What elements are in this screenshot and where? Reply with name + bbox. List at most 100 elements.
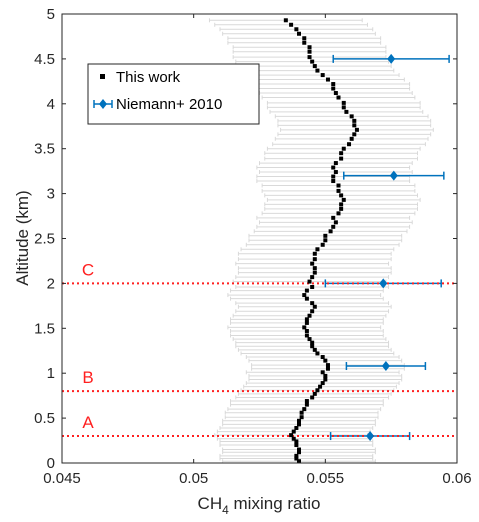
this-work-point xyxy=(302,407,307,412)
this-work-point xyxy=(320,355,325,360)
this-work-point xyxy=(310,284,315,289)
this-work-point xyxy=(315,247,320,252)
this-work-point xyxy=(347,142,352,147)
legend-label-niemann: Niemann+ 2010 xyxy=(116,96,222,113)
this-work-point xyxy=(318,384,323,389)
this-work-point xyxy=(307,49,312,54)
this-work-point xyxy=(349,114,354,119)
y-tick-label: 0.5 xyxy=(34,410,55,427)
this-work-point xyxy=(325,77,330,82)
this-work-point xyxy=(331,165,336,170)
this-work-points xyxy=(283,18,359,464)
y-axis-title: Altitude (km) xyxy=(13,190,32,285)
this-work-point xyxy=(341,197,346,202)
this-work-point xyxy=(294,439,299,444)
x-tick-label: 0.045 xyxy=(43,470,81,487)
niemann-errorbars xyxy=(324,54,450,441)
this-work-point xyxy=(320,370,325,375)
this-work-point xyxy=(312,347,317,352)
y-tick-label: 5 xyxy=(47,6,55,23)
this-work-point xyxy=(315,388,320,393)
legend-label-this-work: This work xyxy=(116,69,181,86)
x-tick-label: 0.06 xyxy=(442,470,471,487)
legend-marker-this-work xyxy=(100,74,105,79)
this-work-point xyxy=(294,453,299,458)
this-work-point xyxy=(294,27,299,32)
this-work-point xyxy=(328,229,333,234)
this-work-point xyxy=(344,109,349,114)
this-work-point xyxy=(336,211,341,216)
y-tick-label: 4 xyxy=(47,96,55,113)
this-work-point xyxy=(307,279,312,284)
this-work-point xyxy=(331,224,336,229)
x-axis-ticks: 0.045 0.05 0.055 0.06 xyxy=(43,14,472,487)
y-tick-label: 2 xyxy=(47,275,55,292)
this-work-point xyxy=(307,55,312,60)
this-work-point xyxy=(312,270,317,275)
this-work-point xyxy=(304,288,309,293)
this-work-point xyxy=(312,251,317,256)
niemann-point xyxy=(381,361,390,372)
niemann-point xyxy=(366,431,375,442)
y-axis-ticks: 0 0.5 1 1.5 2 2.5 3 3.5 4 4.5 5 xyxy=(34,6,457,472)
this-work-point xyxy=(336,95,341,100)
this-work-point xyxy=(310,59,315,64)
this-work-point xyxy=(331,174,336,179)
this-work-point xyxy=(333,91,338,96)
this-work-point xyxy=(320,242,325,247)
this-work-point xyxy=(304,333,309,338)
this-work-point xyxy=(289,22,294,27)
this-work-point xyxy=(307,313,312,318)
this-work-point xyxy=(312,266,317,271)
this-work-point xyxy=(312,391,317,396)
this-work-point xyxy=(331,82,336,87)
this-work-point xyxy=(336,183,341,188)
this-work-point xyxy=(339,202,344,207)
this-work-point xyxy=(302,325,307,330)
y-tick-label: 1 xyxy=(47,365,55,382)
niemann-points xyxy=(366,53,398,442)
this-work-point xyxy=(307,45,312,50)
this-work-point xyxy=(336,188,341,193)
this-work-point xyxy=(310,275,315,280)
this-work-point xyxy=(323,238,328,243)
this-work-point xyxy=(299,415,304,420)
this-work-point xyxy=(310,301,315,306)
this-work-point xyxy=(323,377,328,382)
this-work-point xyxy=(331,86,336,91)
region-label-a: A xyxy=(82,413,94,432)
this-work-point xyxy=(310,261,315,266)
legend-marker-niemann xyxy=(99,99,107,109)
this-work-point xyxy=(325,363,330,368)
this-work-point xyxy=(294,456,299,461)
this-work-point xyxy=(325,366,330,371)
this-work-point xyxy=(323,358,328,363)
y-tick-label: 0 xyxy=(47,455,55,472)
y-tick-label: 3 xyxy=(47,186,55,203)
this-work-point xyxy=(341,100,346,105)
niemann-point xyxy=(389,170,398,181)
reference-lines: A B C xyxy=(62,260,457,438)
this-work-point xyxy=(291,429,296,434)
this-work-point xyxy=(294,425,299,430)
this-work-point xyxy=(297,459,301,464)
this-work-point xyxy=(291,436,296,441)
this-work-point xyxy=(352,132,357,137)
this-work-point xyxy=(331,215,336,220)
this-work-point xyxy=(341,105,346,110)
legend-box xyxy=(87,63,260,125)
this-work-point xyxy=(289,433,294,438)
x-tick-label: 0.05 xyxy=(179,470,208,487)
this-work-point xyxy=(339,151,344,156)
this-work-point xyxy=(297,450,301,455)
this-work-point xyxy=(302,36,307,41)
this-work-point xyxy=(312,257,317,262)
this-work-point xyxy=(315,68,320,73)
this-work-point xyxy=(333,161,338,166)
this-work-point xyxy=(339,193,344,198)
this-work-point xyxy=(297,447,301,452)
this-work-point xyxy=(304,296,309,301)
this-work-point xyxy=(302,293,307,298)
this-work-point xyxy=(297,422,301,427)
